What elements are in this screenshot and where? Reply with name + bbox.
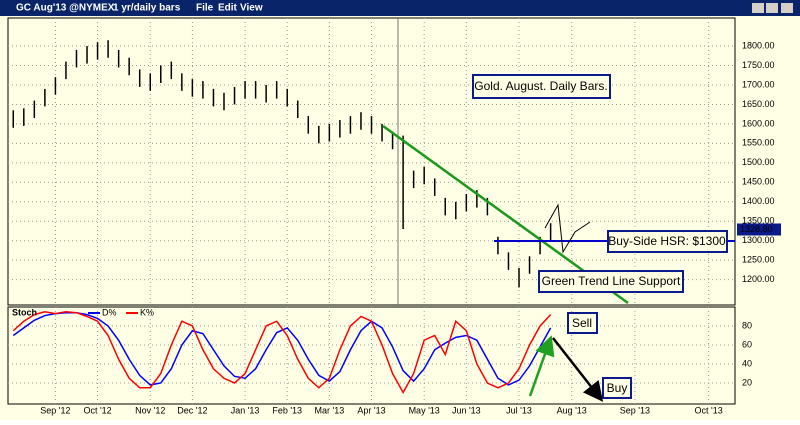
y-tick-label: 1400.00 — [742, 196, 775, 206]
annotation: Buy — [607, 381, 628, 395]
last-price-tag — [737, 223, 781, 236]
stoch-line — [12, 310, 552, 395]
y-tick-label: 1350.00 — [742, 216, 775, 226]
last-price-label: 1328.80 — [740, 224, 773, 234]
y-tick-label: 1700.00 — [742, 79, 775, 89]
y-tick-label: 1750.00 — [742, 60, 775, 70]
annotation-box — [538, 270, 684, 293]
x-tick-label: May '13 — [409, 405, 440, 415]
y-tick-label: 1250.00 — [742, 255, 775, 265]
sell-arrow — [552, 337, 604, 402]
legend-label: K% — [140, 307, 154, 317]
maximize-button[interactable] — [766, 3, 778, 13]
annotation-box — [607, 230, 728, 253]
y-tick-label: 1300.00 — [742, 235, 775, 245]
x-tick-label: Aug '13 — [557, 405, 587, 415]
menu-item[interactable]: View — [240, 3, 263, 14]
y-tick-label: 1550.00 — [742, 138, 775, 148]
annotation: Gold. August. Daily Bars. — [474, 79, 607, 93]
y-tick-label: 1600.00 — [742, 118, 775, 128]
panel-title: Stoch — [12, 307, 37, 317]
symbol[interactable]: GC Aug'13 @NYMEX — [16, 3, 115, 14]
x-tick-label: Oct '12 — [83, 405, 111, 415]
x-tick-label: Mar '13 — [314, 405, 344, 415]
interval[interactable]: 1 yr/daily bars — [113, 3, 181, 14]
x-tick-label: Feb '13 — [272, 405, 302, 415]
x-tick-label: Sep '12 — [40, 405, 70, 415]
x-tick-label: Dec '12 — [177, 405, 207, 415]
menu-item[interactable]: File — [196, 3, 214, 14]
buy-arrow — [528, 335, 555, 397]
x-tick-label: Oct '13 — [695, 405, 723, 415]
x-tick-label: Jan '13 — [231, 405, 260, 415]
x-tick-label: Jun '13 — [452, 405, 481, 415]
y-tick-label: 1200.00 — [742, 274, 775, 284]
close-button[interactable] — [781, 3, 793, 13]
y-tick-label: 40 — [742, 358, 752, 368]
stoch-line — [12, 311, 552, 386]
y-tick-label: 1800.00 — [742, 40, 775, 50]
y-tick-label: 1450.00 — [742, 177, 775, 187]
annotation: Green Trend Line Support — [542, 274, 681, 288]
annotation: Sell — [572, 316, 592, 330]
x-tick-label: Nov '12 — [135, 405, 165, 415]
minimize-button[interactable] — [752, 3, 764, 13]
menu-item[interactable]: Edit — [218, 3, 238, 14]
y-tick-label: 1500.00 — [742, 157, 775, 167]
y-tick-label: 60 — [742, 339, 752, 349]
annotation-box — [567, 312, 598, 334]
x-tick-label: Apr '13 — [357, 405, 385, 415]
annotation: Buy-Side HSR: $1300 — [608, 234, 726, 248]
title-bar — [0, 0, 800, 16]
y-tick-label: 1650.00 — [742, 99, 775, 109]
annotation-box — [472, 74, 611, 99]
y-tick-label: 20 — [742, 377, 752, 387]
projection — [544, 203, 591, 254]
x-tick-label: Jul '13 — [506, 405, 532, 415]
legend-label: D% — [102, 307, 117, 317]
x-tick-label: Sep '13 — [620, 405, 650, 415]
y-tick-label: 80 — [742, 320, 752, 330]
annotation-box — [602, 377, 632, 399]
